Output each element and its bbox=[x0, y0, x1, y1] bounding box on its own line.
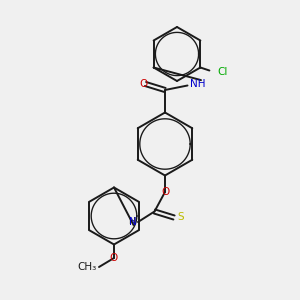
Text: N: N bbox=[129, 217, 136, 227]
Text: O: O bbox=[161, 187, 169, 197]
Text: NH: NH bbox=[190, 79, 206, 89]
Text: Cl: Cl bbox=[217, 67, 227, 77]
Text: S: S bbox=[178, 212, 184, 223]
Text: H: H bbox=[128, 218, 135, 226]
Text: O: O bbox=[110, 253, 118, 263]
Text: CH₃: CH₃ bbox=[77, 262, 97, 272]
Text: O: O bbox=[140, 79, 148, 89]
